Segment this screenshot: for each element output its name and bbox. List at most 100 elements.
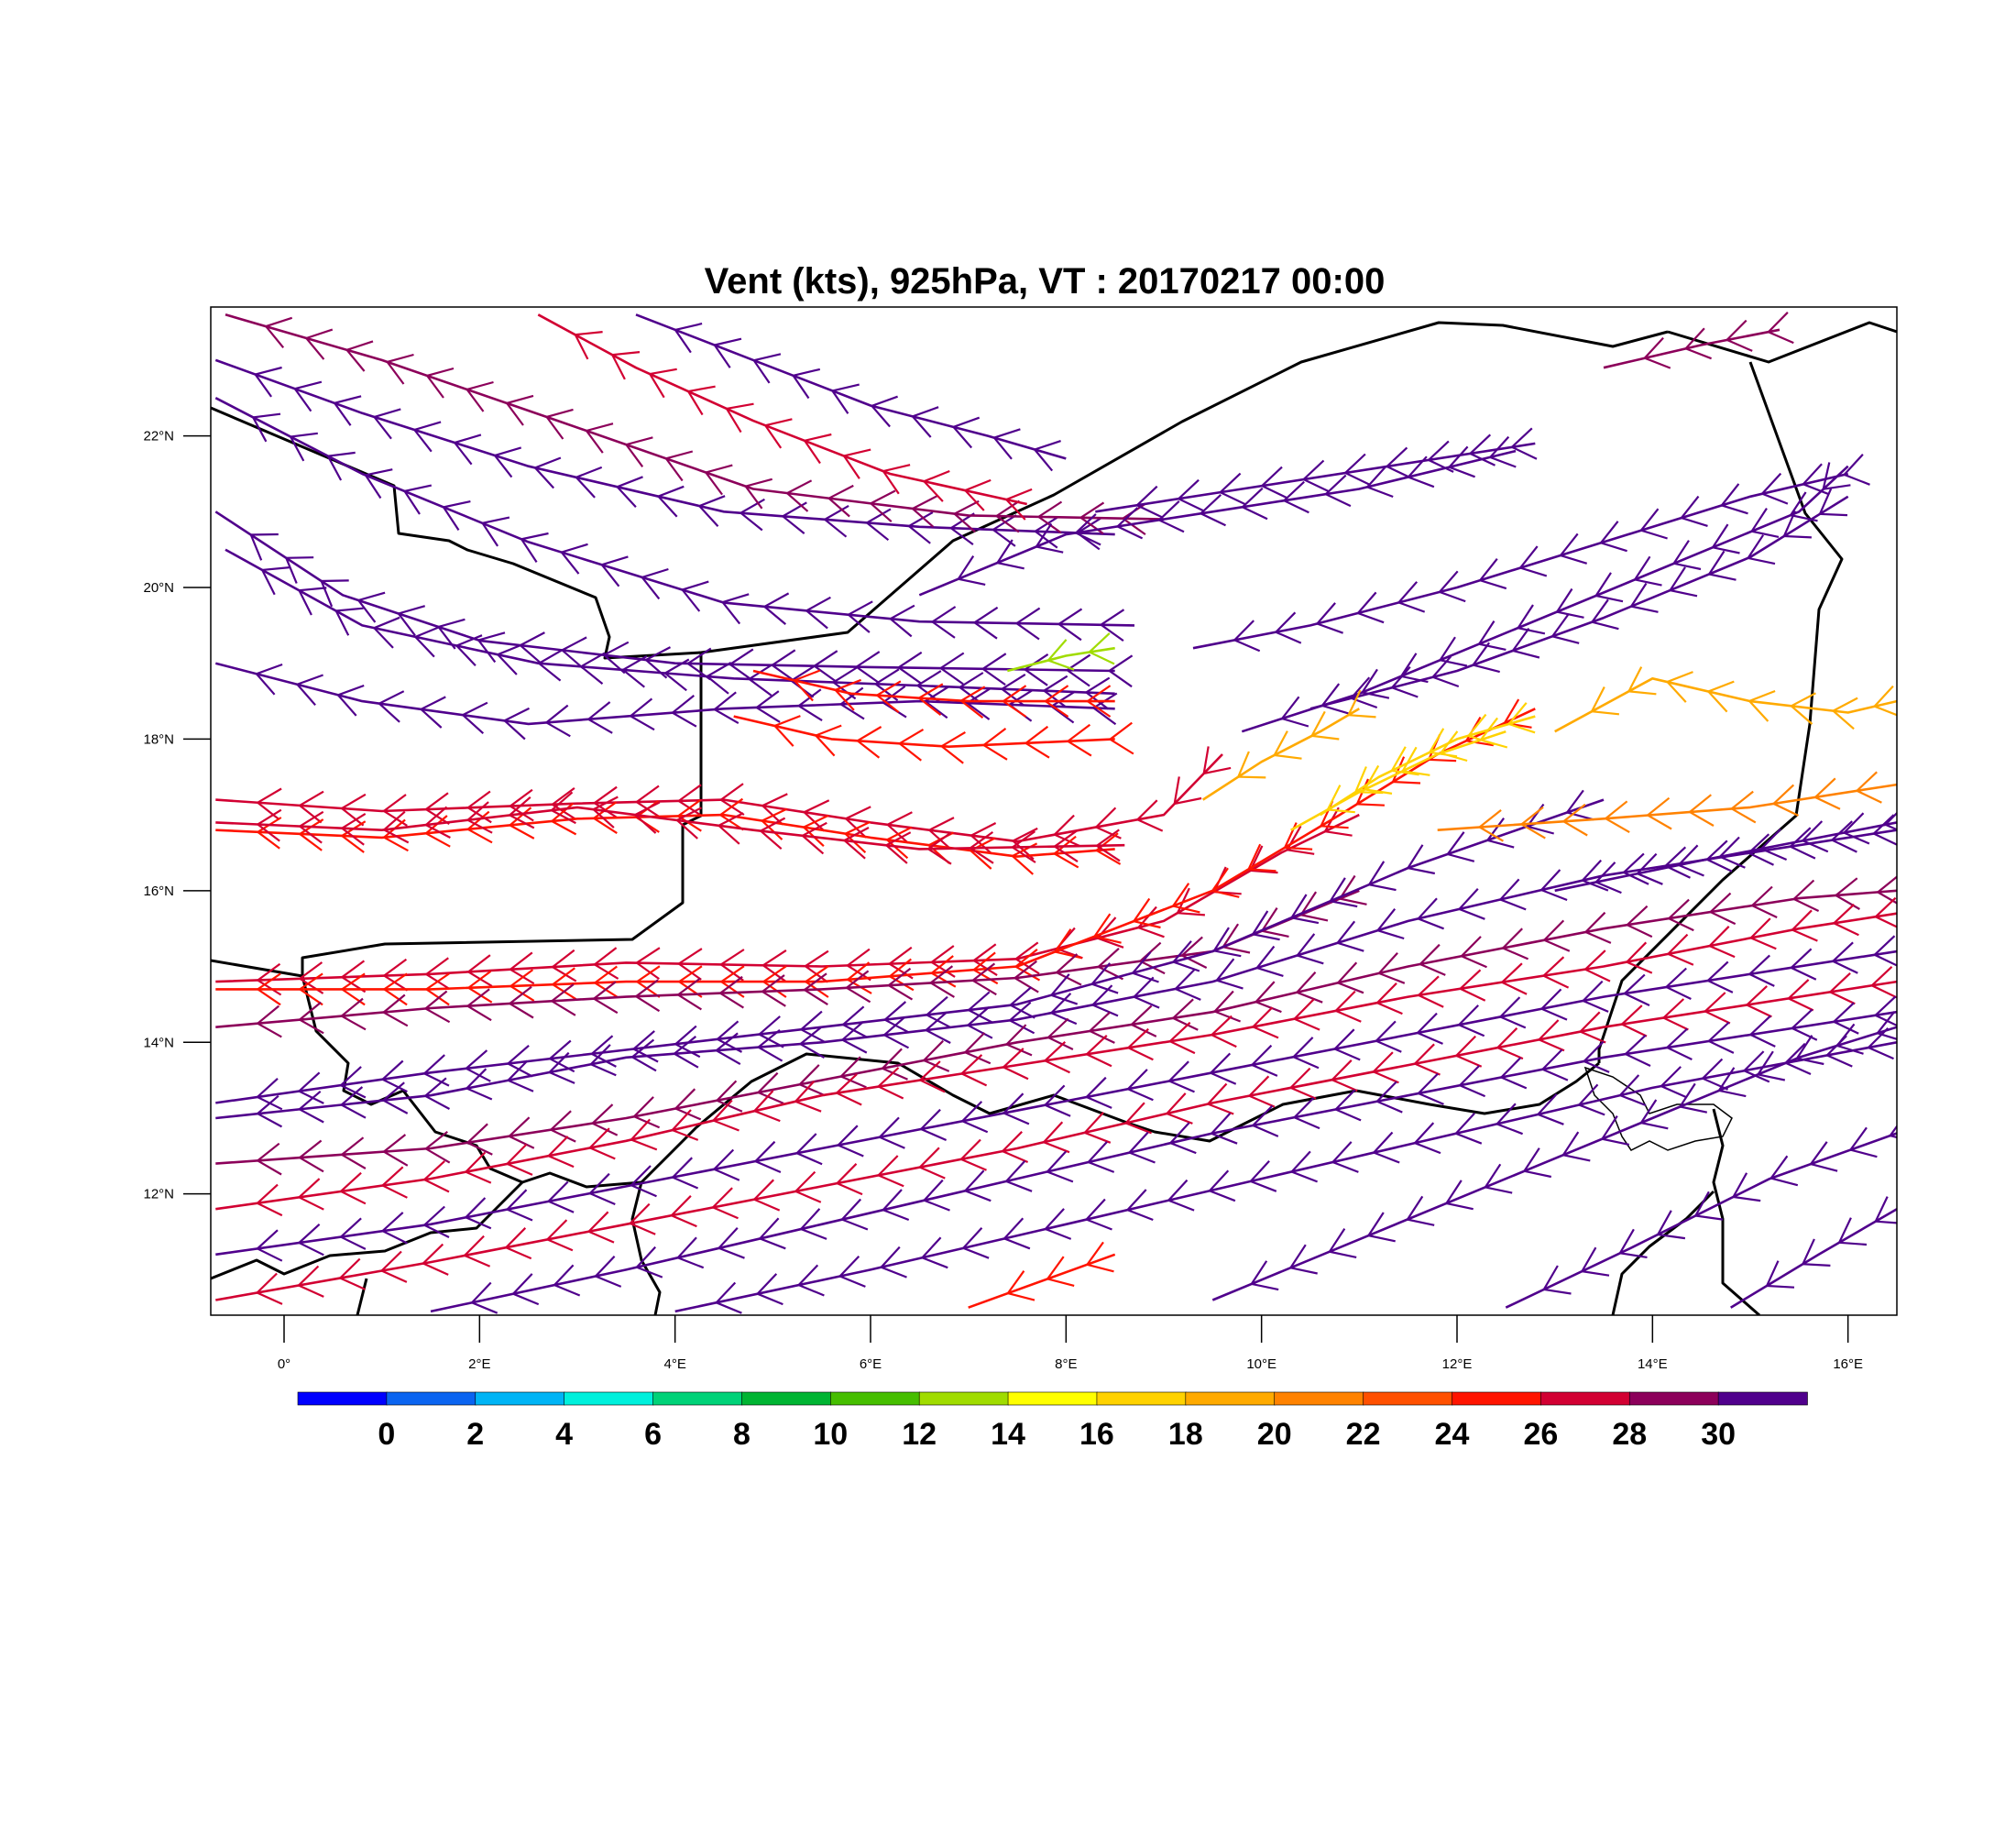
- wind-barb: [1760, 472, 1789, 505]
- wind-barb: [711, 1187, 739, 1220]
- wind-barb: [763, 418, 793, 449]
- wind-barb: [461, 701, 488, 735]
- wind-barb: [1457, 1004, 1485, 1037]
- wind-barb: [256, 1094, 283, 1128]
- wind-barb: [876, 1067, 904, 1100]
- streamline-s11: [215, 746, 1232, 861]
- streamline-s32: [918, 435, 1517, 597]
- wind-barb: [1049, 993, 1078, 1026]
- wind-barb: [1179, 936, 1208, 969]
- wind-barb: [1333, 990, 1362, 1023]
- wind-barb: [1871, 814, 1897, 846]
- wind-barb: [1360, 668, 1390, 699]
- wind-barb: [493, 446, 522, 478]
- wind-barb: [1458, 1065, 1486, 1098]
- wind-barb: [685, 647, 712, 681]
- wind-barb: [1084, 1076, 1112, 1109]
- wind-barb: [587, 1172, 616, 1206]
- streamline-path: [1241, 465, 1849, 733]
- streamline-path: [225, 313, 1165, 521]
- wind-barb: [1211, 867, 1240, 898]
- wind-barb: [1212, 990, 1241, 1023]
- wind-barb: [423, 815, 451, 848]
- wind-barb: [1642, 336, 1671, 369]
- wind-barb: [1167, 1060, 1195, 1093]
- streamline-s28: [1730, 1196, 1897, 1309]
- streamline-s2: [225, 313, 1165, 535]
- wind-barb: [466, 801, 493, 834]
- wind-barb: [1335, 920, 1364, 952]
- wind-barb: [718, 975, 744, 1009]
- wind-barb: [592, 785, 619, 819]
- wind-barb: [1002, 1048, 1029, 1081]
- wind-barb: [304, 328, 334, 360]
- wind-barb: [382, 958, 409, 992]
- wind-barb: [842, 448, 871, 479]
- wind-barb: [981, 653, 1007, 686]
- wind-barb: [1260, 466, 1287, 499]
- wind-barb: [1518, 545, 1548, 577]
- streamline-s27: [1505, 1125, 1897, 1309]
- wind-barb: [1107, 654, 1134, 688]
- wind-barb: [635, 1246, 663, 1279]
- wind-barb: [886, 967, 914, 1001]
- wind-barb: [671, 1157, 699, 1190]
- wind-barb: [1619, 1004, 1648, 1037]
- wind-barb: [959, 686, 986, 719]
- wind-barb: [509, 951, 535, 985]
- colorbar-swatch: [1185, 1391, 1276, 1406]
- wind-barb: [631, 1030, 659, 1063]
- wind-barb: [1233, 620, 1261, 653]
- wind-barb: [1390, 665, 1419, 698]
- wind-barb: [791, 368, 821, 400]
- wind-barb: [1336, 961, 1364, 994]
- wind-barb: [715, 1020, 743, 1053]
- latitude-axis: 22°N 20°N 18°N 16°N 14°N 12°N: [143, 429, 211, 1202]
- wind-barb: [1295, 971, 1323, 1004]
- wind-barb: [802, 799, 830, 832]
- wind-barb: [1746, 534, 1776, 565]
- wind-barb: [1559, 532, 1588, 565]
- wind-barb: [339, 1217, 367, 1250]
- wind-barb: [1813, 777, 1841, 810]
- wind-barb: [939, 730, 966, 764]
- wind-barb: [959, 1138, 987, 1171]
- wind-barb: [1599, 521, 1627, 553]
- wind-barb: [836, 1125, 864, 1158]
- wind-barb: [1251, 1006, 1279, 1039]
- wind-barb: [969, 837, 996, 870]
- wind-barb: [1656, 1210, 1686, 1240]
- wind-barb: [466, 954, 493, 987]
- wind-barb: [1468, 434, 1496, 466]
- wind-barb: [833, 678, 861, 711]
- wind-barb: [1353, 766, 1384, 795]
- wind-barb: [952, 499, 980, 533]
- wind-barb: [1769, 1155, 1799, 1187]
- wind-barb: [628, 1202, 656, 1235]
- wind-barb: [1094, 832, 1122, 865]
- wind-barb: [1438, 636, 1468, 667]
- wind-barb: [814, 724, 842, 757]
- wind-barb: [1218, 472, 1246, 506]
- wind-barb: [504, 1227, 532, 1260]
- colorbar-swatch: [1096, 1391, 1187, 1406]
- colorbar-swatch: [1007, 1391, 1098, 1406]
- wind-barb: [296, 1265, 324, 1298]
- wind-barb: [1541, 956, 1570, 989]
- wind-barb: [797, 1064, 826, 1097]
- wind-barb: [423, 1130, 451, 1164]
- wind-barb: [295, 674, 323, 707]
- wind-barb: [1701, 1058, 1729, 1091]
- wind-barb: [372, 616, 400, 649]
- wind-barb: [1202, 746, 1232, 775]
- wind-barb: [1074, 513, 1101, 546]
- border-algeria-niger: [211, 406, 702, 660]
- wind-barb: [544, 704, 571, 738]
- colorbar-label: 28: [1612, 1417, 1647, 1452]
- wind-barb: [675, 1236, 705, 1269]
- map-title: Vent (kts), 925hPa, VT : 20170217 00:00: [705, 261, 1386, 302]
- wind-barb: [1291, 1037, 1320, 1070]
- wind-barb: [799, 1208, 827, 1240]
- wind-barb: [592, 981, 619, 1015]
- wind-barb: [1835, 1023, 1864, 1055]
